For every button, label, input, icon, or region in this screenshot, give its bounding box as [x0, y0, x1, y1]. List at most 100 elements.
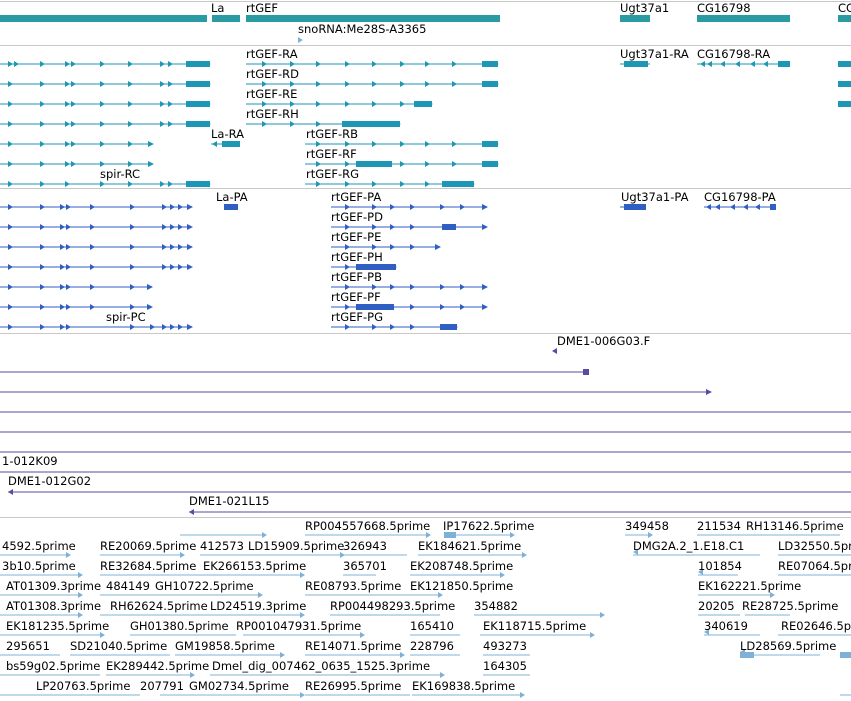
- est-label: 165410: [410, 619, 454, 633]
- est-label: bs59g02.5prime: [6, 659, 100, 673]
- clone-label-012k09: 1-012K09: [2, 454, 58, 468]
- est-label: GM02734.5prime: [189, 679, 289, 693]
- est-label: 101854: [698, 559, 742, 573]
- transcript-label-rtgef-re: rtGEF-RE: [246, 87, 297, 101]
- gene-label-cg: CG: [838, 1, 851, 15]
- est-label: LD28569.5prime: [740, 639, 836, 653]
- est-label: LP20763.5prime: [36, 679, 130, 693]
- gene-label-ugt37a1: Ugt37a1: [620, 1, 669, 15]
- est-label: RP004498293.5prime: [330, 599, 455, 613]
- est-label: 354882: [474, 599, 518, 613]
- est-label: EK208748.5prime: [410, 559, 513, 573]
- est-label: RH62624.5prime: [110, 599, 208, 613]
- est-label: 412573: [200, 539, 244, 553]
- est-label: IP17622.5prime: [443, 519, 534, 533]
- est-label: LD32550.5prime: [778, 539, 851, 553]
- snorna-marker[interactable]: [298, 37, 303, 43]
- est-label: 340619: [704, 619, 748, 633]
- protein-label-rtgef-pe: rtGEF-PE: [331, 230, 381, 244]
- est-label: 484149: [106, 579, 150, 593]
- protein-track: La-PA rtGEF-PA Ugt37a1-PA CG16798-PA rtG…: [0, 190, 776, 330]
- est-label: RE08793.5prime: [305, 579, 401, 593]
- est-label: RE02646.5prime: [781, 619, 851, 633]
- protein-label-rtgef-pa: rtGEF-PA: [331, 190, 381, 204]
- est-label: 349458: [625, 519, 669, 533]
- transcript-label-rtgef-ra: rtGEF-RA: [246, 47, 298, 61]
- est-label: 20205: [698, 599, 735, 613]
- gene-label-snorna: snoRNA:Me28S-A3365: [298, 22, 426, 36]
- gene-label-rtgef: rtGEF: [246, 1, 278, 15]
- transcript-label-rtgef-rf: rtGEF-RF: [306, 147, 357, 161]
- transcript-track: rtGEF-RA rtGEF-RD rtGEF-RE rtGEF-RH La-R…: [0, 47, 851, 187]
- gene-bar-cg16798[interactable]: [697, 15, 790, 22]
- est-label: EK162221.5prime: [698, 579, 801, 593]
- est-label: AT01308.3prime: [6, 599, 101, 613]
- est-track: RP004557668.5prime IP17622.5prime 349458…: [0, 519, 851, 698]
- gene-bar-left[interactable]: [0, 15, 207, 22]
- est-label: EK289442.5prime: [106, 659, 209, 673]
- protein-label-rtgef-ph: rtGEF-PH: [331, 250, 383, 264]
- gene-bar-la[interactable]: [212, 15, 240, 22]
- est-label: AT01309.3prime: [6, 579, 101, 593]
- est-label: 207791: [140, 679, 184, 693]
- protein-label-ugt37a1-pa: Ugt37a1-PA: [621, 190, 689, 204]
- transcript-label-rtgef-rb: rtGEF-RB: [306, 127, 358, 141]
- protein-label-la-pa: La-PA: [216, 190, 248, 204]
- est-label: EK121850.5prime: [410, 579, 513, 593]
- est-label: 3b10.5prime: [2, 559, 76, 573]
- protein-label-rtgef-pg: rtGEF-PG: [331, 310, 383, 324]
- protein-label-rtgef-pd: rtGEF-PD: [331, 210, 383, 224]
- est-label: EK266153.5prime: [203, 559, 306, 573]
- est-label: 365701: [343, 559, 387, 573]
- est-label: RE14071.5prime: [305, 639, 401, 653]
- est-label: LD15909.5prime: [248, 539, 344, 553]
- est-label: GM19858.5prime: [175, 639, 275, 653]
- est-label: 4592.5prime: [2, 539, 76, 553]
- est-label: RP004557668.5prime: [305, 519, 430, 533]
- est-label: LD24519.3prime: [210, 599, 306, 613]
- est-label: 164305: [483, 659, 527, 673]
- est-label: RE32684.5prime: [100, 559, 196, 573]
- est-label: GH10722.5prime: [155, 579, 254, 593]
- est-label: RE26995.5prime: [305, 679, 401, 693]
- clone-track: DME1-006G03.F 1-012K09 DME1-012G02 DME1-…: [0, 334, 851, 515]
- transcript-label-rtgef-rg: rtGEF-RG: [306, 167, 359, 181]
- transcript-label-la-ra: La-RA: [211, 127, 244, 141]
- gene-label-cg16798: CG16798: [697, 1, 751, 15]
- est-label: RE20069.5prime: [100, 539, 196, 553]
- clone-label-006g03: DME1-006G03.F: [557, 334, 650, 348]
- est-label: 211534: [697, 519, 741, 533]
- gene-track: La rtGEF snoRNA:Me28S-A3365 Ugt37a1 CG16…: [0, 1, 851, 43]
- est-label: RH13146.5prime: [746, 519, 844, 533]
- gene-bar-rtgef[interactable]: [246, 15, 500, 22]
- gene-bar-cg[interactable]: [838, 15, 851, 22]
- protein-label-spir-pc: spir-PC: [106, 310, 146, 324]
- est-label: RE07064.5prime: [778, 559, 851, 573]
- est-label: RE28725.5prime: [742, 599, 838, 613]
- protein-label-cg16798-pa: CG16798-PA: [704, 190, 776, 204]
- track-separators: [0, 1, 851, 518]
- protein-label-rtgef-pb: rtGEF-PB: [331, 270, 382, 284]
- est-label: Dmel_dig_007462_0635_1525.3prime: [212, 659, 430, 673]
- protein-label-rtgef-pf: rtGEF-PF: [331, 290, 381, 304]
- est-label: EK169838.5prime: [412, 679, 515, 693]
- gene-label-la: La: [211, 1, 224, 15]
- gene-bar-ugt37a1[interactable]: [620, 15, 650, 22]
- est-label: EK181235.5prime: [6, 619, 109, 633]
- clone-label-021l15: DME1-021L15: [189, 494, 270, 508]
- transcript-label-rtgef-rd: rtGEF-RD: [246, 67, 299, 81]
- est-label: 493273: [483, 639, 527, 653]
- est-label: SD21040.5prime: [70, 639, 167, 653]
- est-label: EK118715.5prime: [483, 619, 586, 633]
- transcript-label-ugt37a1-ra: Ugt37a1-RA: [620, 47, 689, 61]
- est-label: 295651: [6, 639, 50, 653]
- est-label: 326943: [343, 539, 387, 553]
- est-label: DMG2A.2_1.E18.C1: [633, 539, 744, 553]
- clone-label-012g02: DME1-012G02: [8, 474, 91, 488]
- transcript-label-rtgef-rh: rtGEF-RH: [246, 107, 299, 121]
- est-label: GH01380.5prime: [130, 619, 229, 633]
- est-label: EK184621.5prime: [418, 539, 521, 553]
- est-label: 228796: [410, 639, 454, 653]
